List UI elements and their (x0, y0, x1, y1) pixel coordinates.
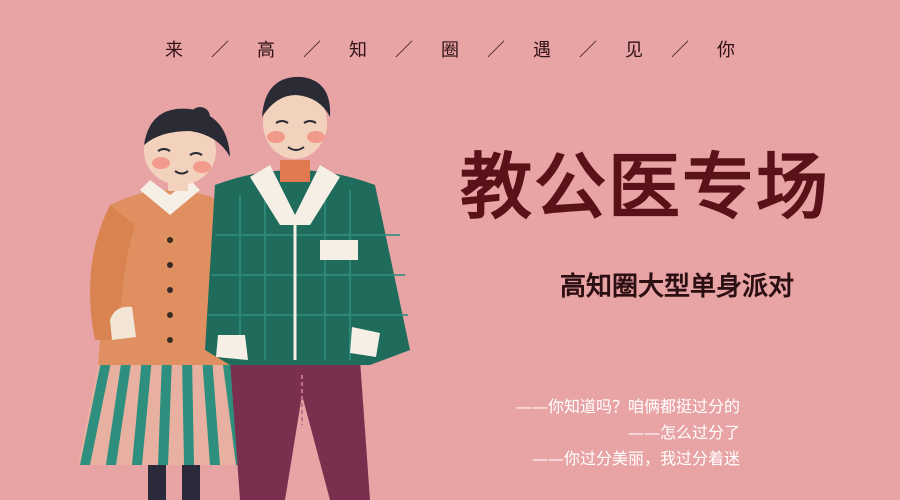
slogan-char: 圈 (441, 40, 459, 61)
dialogue-quotes: ——你知道吗？咱俩都挺过分的 ——怎么过分了 ——你过分美丽，我过分着迷 (440, 394, 740, 472)
quote-line: ——你过分美丽，我过分着迷 (531, 449, 740, 468)
slogan-separator: ／ (395, 40, 413, 61)
subtitle: 高知圈大型单身派对 (560, 272, 795, 302)
slogan-char: 遇 (533, 40, 551, 61)
slogan-char: 高 (257, 40, 275, 61)
slogan-char: 你 (717, 40, 735, 61)
slogan-separator: ／ (487, 40, 505, 61)
couple-illustration (78, 76, 410, 500)
man-figure (205, 76, 410, 500)
slogan-separator: ／ (579, 40, 597, 61)
quote-line: ——你知道吗？咱俩都挺过分的 (515, 397, 740, 416)
slogan-separator: ／ (211, 40, 229, 61)
slogan-separator: ／ (303, 40, 321, 61)
slogan-line: 来 ／ 高 ／ 知 ／ 圈 ／ 遇 ／ 见 ／ 你 (0, 36, 900, 62)
quote-line: ——怎么过分了 (627, 423, 740, 442)
main-title: 教公医专场 (459, 144, 830, 229)
slogan-char: 来 (165, 40, 183, 61)
slogan-char: 知 (349, 40, 367, 61)
slogan-separator: ／ (671, 40, 689, 61)
slogan-char: 见 (625, 40, 643, 61)
